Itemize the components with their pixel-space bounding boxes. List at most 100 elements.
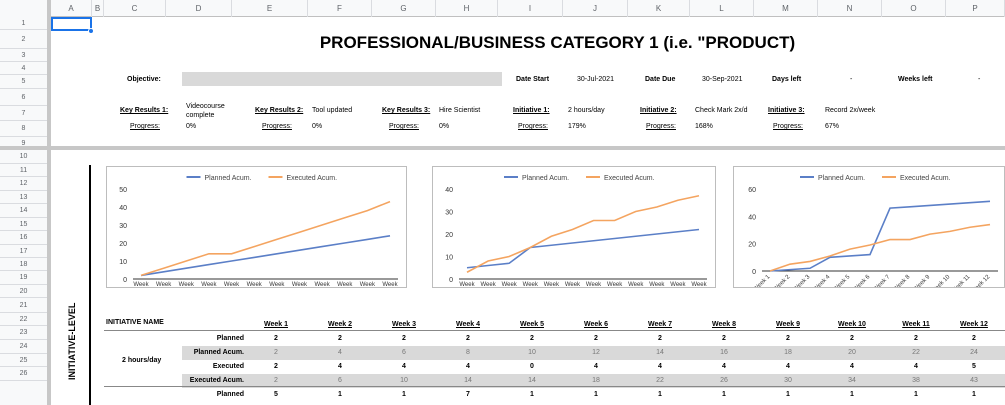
table-cell[interactable]: 1: [402, 391, 406, 398]
table-cell[interactable]: 4: [722, 363, 726, 370]
row-header-21[interactable]: 21: [0, 298, 47, 313]
column-header-h[interactable]: H: [436, 0, 498, 17]
row-header-13[interactable]: 13: [0, 191, 47, 204]
column-header-j[interactable]: J: [563, 0, 628, 17]
column-header-e[interactable]: E: [232, 0, 308, 17]
table-cell[interactable]: 26: [720, 377, 728, 384]
row-header-14[interactable]: 14: [0, 204, 47, 218]
row-header-12[interactable]: 12: [0, 177, 47, 191]
column-header-l[interactable]: L: [690, 0, 754, 17]
row-header-18[interactable]: 18: [0, 258, 47, 271]
table-cell[interactable]: 43: [970, 377, 978, 384]
table-cell[interactable]: 10: [528, 349, 536, 356]
table-cell[interactable]: 2: [658, 335, 662, 342]
table-cell[interactable]: 18: [592, 377, 600, 384]
table-cell[interactable]: 14: [656, 349, 664, 356]
column-header-k[interactable]: K: [628, 0, 690, 17]
table-cell[interactable]: 10: [400, 377, 408, 384]
table-cell[interactable]: 34: [848, 377, 856, 384]
table-cell[interactable]: 4: [466, 363, 470, 370]
row-header-15[interactable]: 15: [0, 218, 47, 231]
row-header-7[interactable]: 7: [0, 106, 47, 121]
table-cell[interactable]: 4: [402, 363, 406, 370]
table-cell[interactable]: 8: [466, 349, 470, 356]
initiative-1-value[interactable]: 2 hours/day: [568, 107, 605, 114]
column-header-m[interactable]: M: [754, 0, 818, 17]
table-cell[interactable]: 2: [274, 349, 278, 356]
table-cell[interactable]: 1: [972, 391, 976, 398]
table-cell[interactable]: 1: [594, 391, 598, 398]
column-header-g[interactable]: G: [372, 0, 436, 17]
table-cell[interactable]: 16: [720, 349, 728, 356]
table-cell[interactable]: 18: [784, 349, 792, 356]
table-cell[interactable]: 1: [338, 391, 342, 398]
date-start-value[interactable]: 30-Jul-2021: [577, 76, 614, 83]
chart-initiative-1[interactable]: Planned Acum. Executed Acum. 0 10 20 30 40 50 We…: [106, 166, 407, 295]
chart-initiative-2[interactable]: Planned Acum. Executed Acum. 0 10 20 30 40 Week…: [432, 166, 716, 295]
table-cell[interactable]: 6: [402, 349, 406, 356]
row-header-26[interactable]: 26: [0, 367, 47, 381]
column-header-o[interactable]: O: [882, 0, 946, 17]
row-header-11[interactable]: 11: [0, 164, 47, 177]
column-header-i[interactable]: I: [498, 0, 563, 17]
table-cell[interactable]: 4: [338, 349, 342, 356]
table-cell[interactable]: 14: [464, 377, 472, 384]
table-cell[interactable]: 4: [850, 363, 854, 370]
row-header-6[interactable]: 6: [0, 89, 47, 106]
table-cell[interactable]: 1: [786, 391, 790, 398]
table-cell[interactable]: 2: [786, 335, 790, 342]
table-cell[interactable]: 1: [530, 391, 534, 398]
objective-input[interactable]: [182, 72, 502, 86]
table-cell[interactable]: 2: [274, 377, 278, 384]
initiative-group-name[interactable]: 2 hours/day: [122, 357, 162, 364]
table-cell[interactable]: 2: [466, 335, 470, 342]
table-cell[interactable]: 0: [530, 363, 534, 370]
row-header-8[interactable]: 8: [0, 121, 47, 137]
row-header-22[interactable]: 22: [0, 313, 47, 326]
initiative-2-value[interactable]: Check Mark 2x/d: [695, 107, 748, 114]
row-header-16[interactable]: 16: [0, 231, 47, 245]
table-cell[interactable]: 4: [914, 363, 918, 370]
table-cell[interactable]: 2: [594, 335, 598, 342]
table-cell[interactable]: 2: [402, 335, 406, 342]
table-cell[interactable]: 1: [658, 391, 662, 398]
table-cell[interactable]: 7: [466, 391, 470, 398]
table-cell[interactable]: 24: [970, 349, 978, 356]
key-result-2-value[interactable]: Tool updated: [312, 107, 353, 114]
chart-initiative-3[interactable]: Planned Acum. Executed Acum. 0 20 40 60 Week 1…: [733, 166, 1005, 295]
table-cell[interactable]: 2: [274, 335, 278, 342]
row-header-2[interactable]: 2: [0, 30, 47, 49]
date-due-value[interactable]: 30-Sep-2021: [702, 76, 743, 83]
selected-cell-a1[interactable]: [51, 17, 92, 31]
column-header-n[interactable]: N: [818, 0, 882, 17]
table-cell[interactable]: 12: [592, 349, 600, 356]
column-header-f[interactable]: F: [308, 0, 372, 17]
row-header-1[interactable]: 1: [0, 17, 47, 30]
initiative-3-value[interactable]: Record 2x/week: [825, 107, 876, 114]
key-result-3-value[interactable]: Hire Scientist: [439, 107, 481, 114]
table-cell[interactable]: 2: [972, 335, 976, 342]
table-cell[interactable]: 20: [848, 349, 856, 356]
table-cell[interactable]: 30: [784, 377, 792, 384]
table-cell[interactable]: 2: [722, 335, 726, 342]
table-cell[interactable]: 1: [914, 391, 918, 398]
table-cell[interactable]: 4: [658, 363, 662, 370]
row-header-10[interactable]: 10: [0, 150, 47, 164]
row-header-19[interactable]: 19: [0, 271, 47, 285]
column-header-d[interactable]: D: [166, 0, 232, 17]
row-header-4[interactable]: 4: [0, 62, 47, 75]
table-cell[interactable]: 2: [914, 335, 918, 342]
table-cell[interactable]: 4: [594, 363, 598, 370]
row-header-17[interactable]: 17: [0, 245, 47, 258]
table-cell[interactable]: 2: [338, 335, 342, 342]
table-cell[interactable]: 2: [850, 335, 854, 342]
column-header-b[interactable]: B: [92, 0, 104, 17]
table-cell[interactable]: 2: [530, 335, 534, 342]
row-header-24[interactable]: 24: [0, 340, 47, 354]
table-cell[interactable]: 14: [528, 377, 536, 384]
column-header-p[interactable]: P: [946, 0, 1005, 17]
key-result-1-value[interactable]: Videocourse complete: [186, 103, 225, 119]
row-header-25[interactable]: 25: [0, 354, 47, 367]
select-all-corner[interactable]: [0, 0, 51, 17]
table-cell[interactable]: 38: [912, 377, 920, 384]
